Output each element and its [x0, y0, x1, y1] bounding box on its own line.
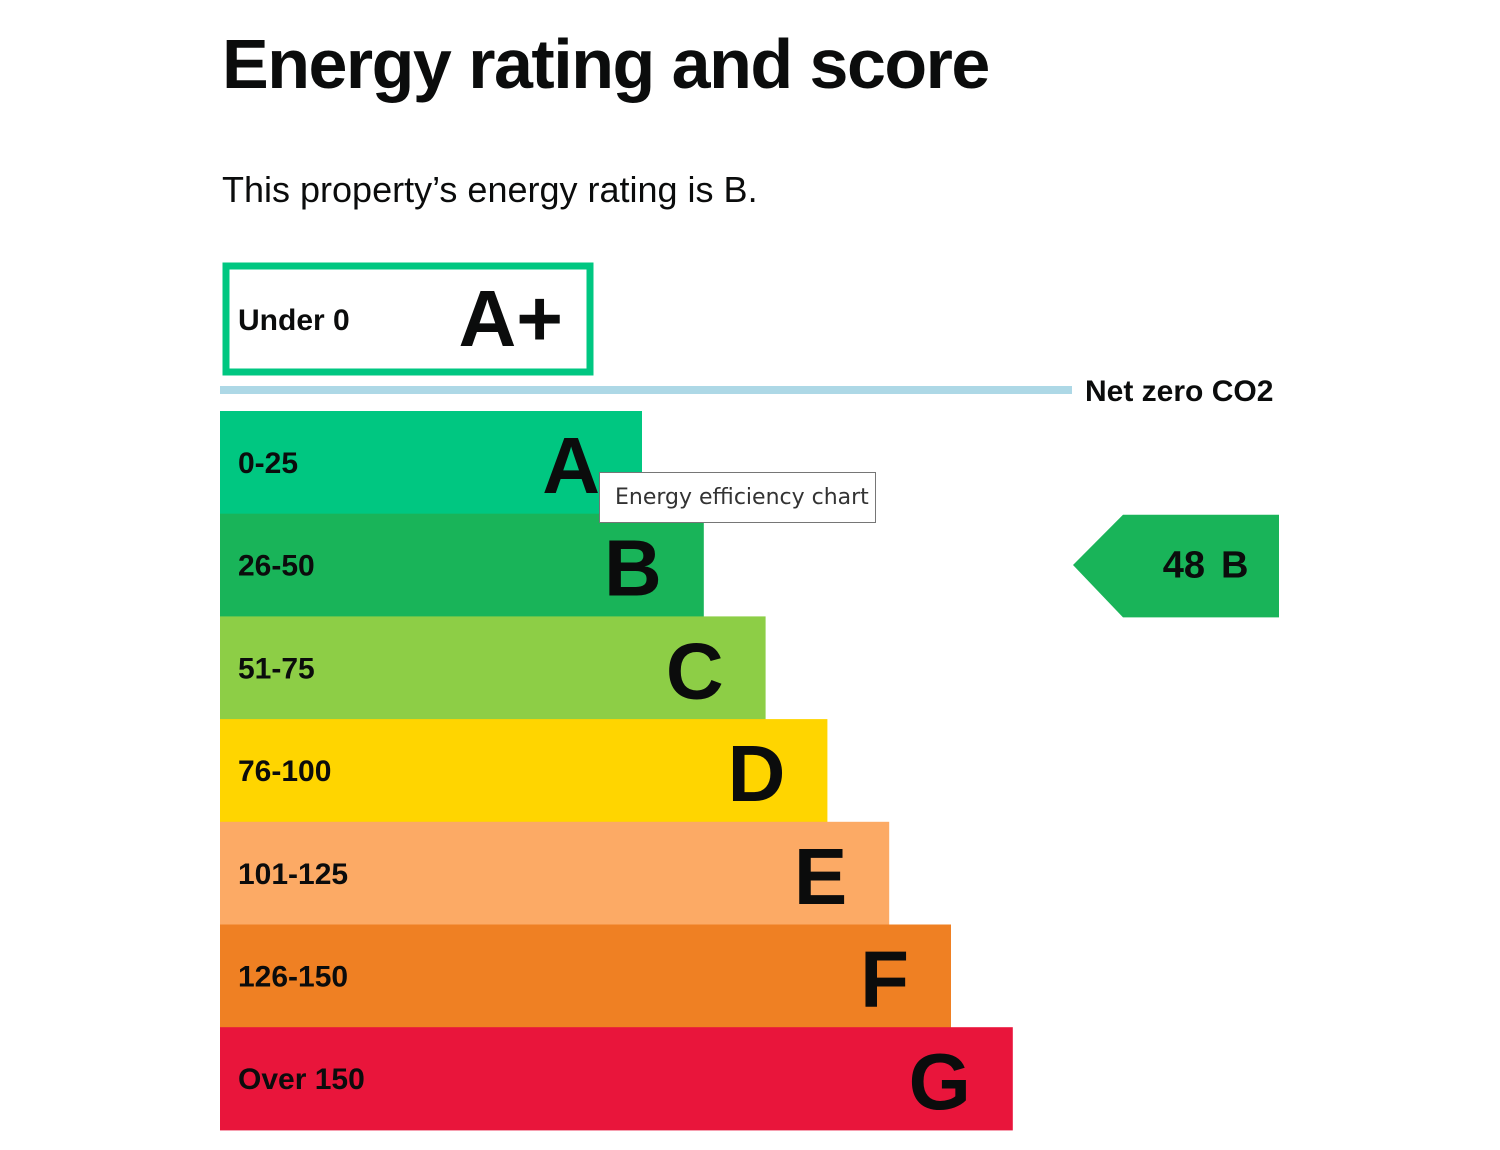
band-a-range: 0-25 [238, 447, 298, 480]
energy-rating-summary: This property’s energy rating is B. [222, 169, 758, 210]
chart-tooltip: Energy efficiency chart [599, 472, 876, 523]
band-c-bar [220, 616, 766, 720]
band-e-letter: E [794, 832, 847, 921]
current-rating-letter: B [1221, 545, 1248, 587]
band-a-bar [220, 411, 642, 515]
band-f-range: 126-150 [238, 961, 348, 994]
band-g-bar [220, 1027, 1013, 1131]
band-f-letter: F [860, 935, 909, 1024]
band-aplus-outline [222, 262, 594, 376]
band-c-range: 51-75 [238, 652, 315, 685]
current-score: 48 [1163, 545, 1205, 587]
band-d-bar [220, 719, 828, 823]
band-d-range: 76-100 [238, 755, 331, 788]
band-c-letter: C [666, 626, 724, 715]
band-e-range: 101-125 [238, 858, 348, 891]
current-rating-arrow [1073, 514, 1279, 618]
band-f-bar [220, 924, 951, 1028]
band-e-bar [220, 821, 890, 925]
net-zero-label: Net zero CO2 [1085, 375, 1273, 408]
net-zero-line [220, 386, 1072, 394]
band-b-letter: B [604, 524, 662, 613]
band-aplus-range: Under 0 [238, 304, 350, 337]
band-g-letter: G [909, 1037, 971, 1126]
band-d-letter: D [728, 729, 786, 818]
band-b-bar [220, 513, 704, 617]
band-b-range: 26-50 [238, 550, 315, 583]
band-a-letter: A [542, 421, 600, 510]
band-g-range: Over 150 [238, 1063, 365, 1096]
page-title: Energy rating and score [222, 25, 990, 103]
band-aplus-letter: A+ [459, 274, 564, 363]
